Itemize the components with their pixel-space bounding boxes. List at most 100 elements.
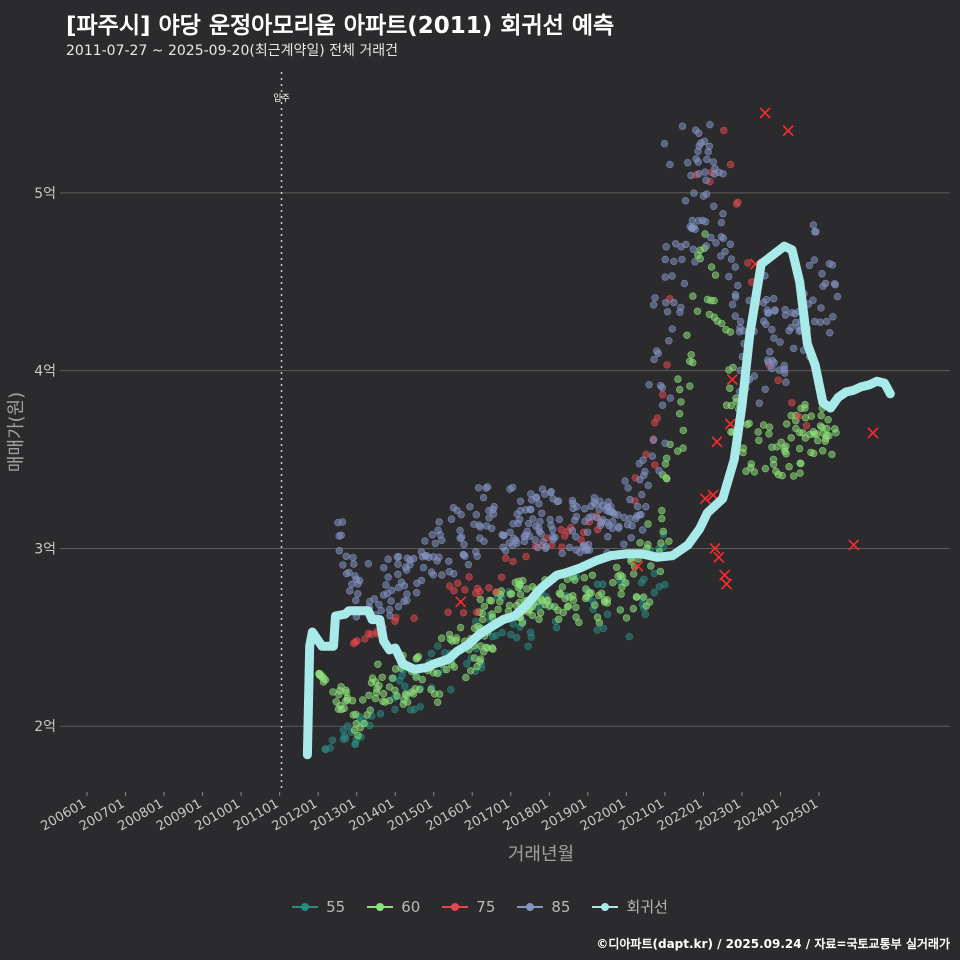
scatter-point-85	[810, 317, 819, 326]
cancelled-mark	[632, 560, 644, 572]
scatter-point-85	[342, 552, 350, 560]
y-tick-label: 5억	[34, 186, 56, 202]
scatter-point-85	[668, 325, 676, 333]
scatter-point-60	[774, 470, 782, 479]
cancelled-mark	[759, 107, 771, 119]
scatter-point-60	[617, 590, 625, 598]
scatter-point-60	[622, 614, 631, 622]
scatter-point-85	[335, 532, 343, 540]
scatter-point-60	[761, 464, 770, 473]
scatter-point-85	[553, 497, 561, 506]
scatter-point-85	[770, 334, 778, 342]
scatter-point-85	[429, 553, 438, 561]
cancelled-mark-stroke	[709, 542, 721, 555]
scatter-point-85	[400, 597, 408, 605]
scatter-point-85	[831, 281, 839, 289]
scatter-point-75	[774, 376, 782, 384]
scatter-point-60	[781, 447, 789, 456]
scatter-point-85	[764, 309, 772, 317]
cancelled-mark	[713, 551, 725, 563]
scatter-point-60	[810, 430, 819, 438]
scatter-point-85	[665, 337, 673, 345]
scatter-point-85	[460, 540, 468, 549]
scatter-point-85	[768, 364, 776, 373]
y-tick-label: 4억	[34, 364, 56, 380]
footer-credit: ©디아파트(dapt.kr) / 2025.09.24 / 자료=국토교통부 실…	[596, 937, 950, 951]
scatter-point-85	[661, 299, 670, 307]
cancelled-mark-stroke	[759, 107, 771, 119]
scatter-point-60	[747, 460, 755, 468]
scatter-point-85	[529, 515, 537, 523]
scatter-point-75	[557, 525, 565, 534]
scatter-point-55	[650, 569, 658, 578]
scatter-point-85	[677, 303, 685, 312]
scatter-point-60	[789, 472, 798, 480]
scatter-point-55	[507, 630, 515, 639]
cancelled-mark-stroke	[848, 539, 860, 551]
scatter-point-85	[551, 533, 559, 541]
scatter-point-85	[717, 233, 726, 241]
cancelled-mark	[867, 427, 879, 439]
scatter-point-85	[536, 517, 544, 526]
scatter-point-60	[742, 467, 750, 475]
scatter-point-85	[499, 543, 507, 551]
scatter-point-85	[649, 436, 658, 444]
scatter-point-60	[379, 689, 388, 698]
scatter-point-85	[628, 521, 636, 530]
cancelled-mark	[699, 493, 711, 505]
scatter-point-85	[652, 347, 661, 355]
legend-item-60: 60	[367, 896, 420, 917]
scatter-point-85	[615, 522, 623, 531]
scatter-point-85	[707, 233, 715, 242]
cancelled-mark-stroke	[632, 560, 644, 572]
scatter-point-60	[795, 444, 804, 453]
scatter-point-55	[401, 682, 409, 690]
scatter-point-85	[516, 506, 525, 515]
scatter-point-75	[367, 630, 375, 639]
scatter-point-85	[580, 505, 589, 513]
scatter-point-85	[558, 549, 566, 557]
scatter-point-85	[642, 503, 650, 511]
scatter-point-60	[832, 429, 840, 437]
scatter-point-60	[418, 675, 426, 684]
scatter-point-60	[645, 598, 654, 606]
scatter-point-85	[383, 589, 392, 598]
scatter-point-85	[434, 526, 442, 534]
scatter-point-85	[702, 242, 711, 250]
scatter-point-75	[794, 412, 803, 420]
scatter-point-55	[328, 736, 337, 744]
scatter-point-85	[666, 394, 674, 402]
scatter-point-60	[354, 731, 362, 740]
legend-label: 75	[476, 897, 496, 916]
scatter-point-85	[334, 518, 342, 527]
scatter-point-60	[773, 443, 781, 451]
scatter-point-60	[373, 685, 381, 693]
scatter-point-85	[768, 325, 776, 334]
scatter-point-60	[674, 375, 682, 383]
scatter-point-60	[616, 571, 624, 579]
scatter-point-75	[492, 588, 500, 596]
scatter-point-85	[349, 553, 357, 562]
scatter-point-60	[636, 539, 644, 547]
scatter-point-85	[350, 560, 358, 568]
scatter-point-60	[644, 520, 652, 528]
scatter-point-85	[474, 484, 483, 492]
scatter-point-85	[692, 155, 700, 163]
scatter-point-85	[726, 240, 735, 248]
scatter-point-85	[449, 504, 458, 512]
scatter-point-85	[734, 281, 742, 290]
scatter-point-85	[651, 294, 659, 302]
scatter-point-85	[604, 532, 612, 541]
scatter-point-85	[712, 239, 720, 247]
scatter-point-85	[412, 588, 421, 597]
scatter-point-60	[438, 634, 446, 642]
scatter-point-60	[473, 662, 481, 671]
scatter-point-85	[821, 279, 830, 288]
scatter-point-60	[435, 690, 444, 698]
grid-lines	[60, 192, 950, 727]
scatter-point-75	[658, 390, 667, 399]
scatter-point-55	[434, 642, 442, 650]
scatter-point-55	[416, 703, 424, 711]
scatter-point-85	[833, 292, 842, 301]
scatter-point-60	[480, 602, 489, 611]
